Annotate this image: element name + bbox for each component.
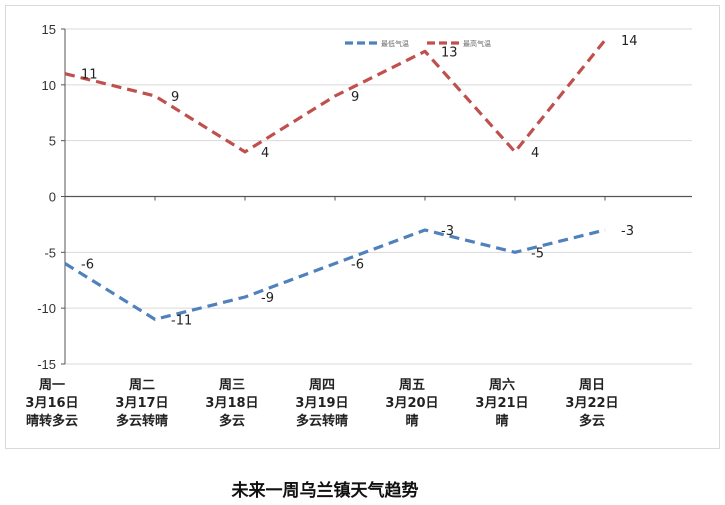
low-temp-label: -9 — [261, 291, 274, 306]
low-temp-label: -6 — [351, 258, 364, 273]
y-tick-label: -15 — [37, 357, 56, 372]
high-temp-label: 4 — [261, 146, 269, 161]
y-tick-label: -5 — [44, 245, 56, 260]
chart-caption: 未来一周乌兰镇天气趋势 — [231, 481, 419, 501]
high-temp-label: 13 — [441, 45, 458, 60]
low-temp-label: -11 — [171, 313, 192, 328]
category-label: 周三 3月18日多云 — [205, 378, 258, 429]
y-tick-label: 15 — [42, 22, 56, 37]
legend-high-label: 最高气温 — [463, 39, 491, 48]
high-temp-label: 14 — [621, 34, 638, 49]
category-label: 周五 3月20日晴 — [385, 378, 438, 429]
y-tick-label: -10 — [37, 301, 56, 316]
category-label: 周日 3月22日多云 — [565, 378, 618, 429]
category-label: 周六 3月21日晴 — [475, 377, 528, 429]
y-tick-label: 10 — [42, 78, 56, 93]
high-temp-label: 11 — [81, 68, 98, 83]
high-temp-label: 9 — [351, 90, 359, 105]
category-label: 周一 3月16日晴转多云 — [25, 378, 78, 429]
category-label: 周四 3月19日多云转晴 — [295, 378, 348, 429]
chart-frame — [5, 5, 720, 449]
high-temp-label: 9 — [171, 90, 179, 105]
y-tick-label: 0 — [49, 190, 56, 205]
low-temp-label: -5 — [531, 246, 544, 261]
category-label: 周二 3月17日多云转晴 — [115, 378, 168, 429]
temperature-chart: 15 10 5 0 -5 -10 -15 -6 -11 -9 -6 -3 -5 -3 11 9 4 9 13 4 14… — [25, 22, 692, 429]
legend-low-label: 最低气温 — [381, 39, 409, 48]
low-temp-label: -3 — [621, 224, 634, 239]
low-temp-label: -6 — [81, 258, 94, 273]
low-temp-line — [64, 228, 606, 321]
y-tick-label: 5 — [49, 134, 56, 149]
high-temp-label: 4 — [531, 146, 539, 161]
low-temp-label: -3 — [441, 224, 454, 239]
